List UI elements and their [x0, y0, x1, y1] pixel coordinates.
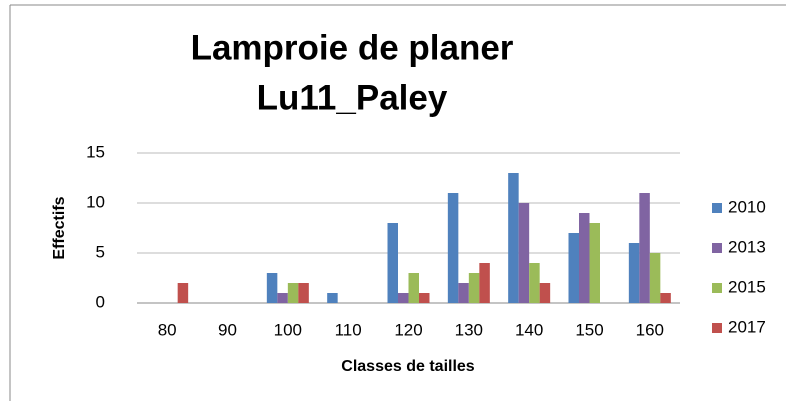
bar	[589, 223, 600, 303]
bar	[287, 283, 299, 303]
bar	[327, 293, 338, 303]
legend-swatch	[712, 323, 722, 333]
y-axis-title: Effectifs	[51, 196, 68, 259]
chart-title: Lu11_Paley	[257, 78, 448, 117]
y-tick-label: 0	[96, 292, 105, 311]
legend-swatch	[712, 283, 722, 293]
x-tick-label: 100	[274, 320, 302, 339]
bar	[468, 273, 480, 303]
bar	[419, 293, 430, 303]
x-tick-label: 110	[335, 320, 362, 339]
bar	[639, 193, 650, 303]
bar	[298, 283, 309, 303]
legend-label: 2017	[728, 317, 766, 336]
legend-label: 2013	[728, 237, 766, 256]
x-tick-label: 80	[158, 320, 177, 339]
bar	[177, 283, 189, 303]
bar	[398, 293, 409, 303]
bar	[458, 283, 469, 303]
bar	[529, 263, 540, 303]
legend-label: 2010	[728, 197, 766, 216]
y-tick-label: 15	[86, 142, 105, 161]
bar	[508, 173, 519, 303]
legend-swatch	[712, 243, 722, 253]
bar	[408, 273, 419, 303]
x-tick-label: 150	[575, 320, 603, 339]
x-tick-label: 120	[394, 320, 422, 339]
bar	[660, 293, 671, 303]
x-tick-label: 130	[455, 320, 483, 339]
bar	[649, 253, 661, 303]
x-tick-label: 140	[515, 320, 543, 339]
bar	[387, 223, 398, 303]
bar	[579, 213, 590, 303]
bar	[277, 293, 288, 303]
bar	[266, 273, 278, 303]
x-tick-label: 160	[636, 320, 664, 339]
bar	[479, 263, 490, 303]
chart-title: Lamproie de planer	[191, 28, 514, 67]
legend-swatch	[712, 203, 722, 213]
bar	[447, 193, 459, 303]
y-tick-label: 10	[86, 192, 105, 211]
x-axis-title: Classes de tailles	[341, 358, 475, 375]
bar	[518, 203, 530, 303]
bar	[628, 243, 640, 303]
legend-label: 2015	[728, 277, 766, 296]
y-tick-label: 5	[96, 242, 105, 261]
bar	[539, 283, 551, 303]
x-tick-label: 90	[218, 320, 237, 339]
bar	[568, 233, 579, 303]
